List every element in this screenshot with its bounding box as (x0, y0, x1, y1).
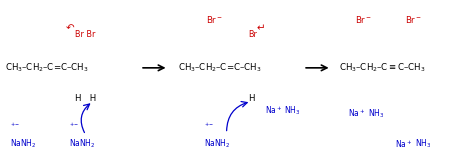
Text: Na$^+$: Na$^+$ (348, 108, 365, 120)
Text: Br$^-$: Br$^-$ (405, 14, 422, 24)
Text: NaNH$_2$: NaNH$_2$ (10, 138, 36, 150)
Text: CH$_3$–CH$_2$–C=C–CH$_3$: CH$_3$–CH$_2$–C=C–CH$_3$ (178, 62, 262, 74)
Text: ↶: ↶ (66, 23, 75, 33)
Text: Br Br: Br Br (75, 30, 96, 39)
Text: CH$_3$–CH$_2$–C$\equiv$C–CH$_3$: CH$_3$–CH$_2$–C$\equiv$C–CH$_3$ (338, 62, 426, 74)
Text: CH$_3$–CH$_2$–C=C–CH$_3$: CH$_3$–CH$_2$–C=C–CH$_3$ (5, 62, 89, 74)
Text: ↵: ↵ (256, 23, 265, 33)
Text: H: H (248, 94, 255, 103)
Text: Br: Br (248, 30, 257, 39)
Text: H   H: H H (75, 94, 97, 103)
Text: Na$^+$: Na$^+$ (395, 138, 413, 150)
Text: $^{+}$$^{-}$: $^{+}$$^{-}$ (204, 123, 214, 129)
Text: Br$^-$: Br$^-$ (355, 14, 372, 24)
Text: NH$_3$: NH$_3$ (368, 107, 384, 120)
Text: $^{+}$$^{-}$: $^{+}$$^{-}$ (10, 123, 20, 129)
Text: Na$^+$: Na$^+$ (265, 105, 283, 116)
Text: NaNH$_2$: NaNH$_2$ (204, 138, 230, 150)
Text: NH$_3$: NH$_3$ (284, 104, 301, 117)
Text: Br$^-$: Br$^-$ (206, 14, 223, 24)
Text: NaNH$_2$: NaNH$_2$ (69, 138, 96, 150)
Text: $^{+}$$^{-}$: $^{+}$$^{-}$ (69, 123, 79, 129)
Text: NH$_3$: NH$_3$ (415, 138, 431, 150)
